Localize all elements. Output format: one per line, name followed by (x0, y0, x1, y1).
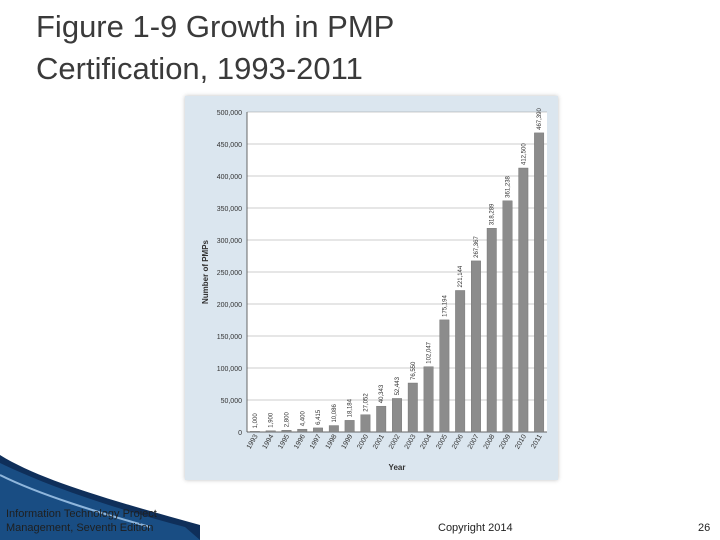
x-tick-label: 1997 (309, 433, 323, 450)
x-tick-label: 2004 (419, 433, 433, 450)
bar-data-label: 18,184 (348, 398, 354, 417)
y-tick-label: 450,000 (217, 142, 242, 149)
bar-data-label: 10,086 (332, 404, 338, 423)
bar-data-label: 102,047 (427, 341, 433, 363)
x-tick-label: 2002 (388, 433, 402, 450)
bar (534, 132, 545, 433)
bar-data-label: 412,500 (521, 143, 527, 165)
bar (518, 167, 529, 433)
x-tick-label: 1998 (325, 433, 339, 450)
bar-data-label: 40,343 (379, 384, 385, 403)
bar (297, 428, 308, 433)
bar-data-label: 1,000 (253, 413, 259, 429)
bar-data-label: 467,390 (537, 108, 543, 130)
x-tick-label: 2001 (372, 433, 386, 450)
x-tick-label: 2008 (483, 433, 497, 450)
bar (392, 398, 402, 433)
y-tick-label: 0 (238, 430, 242, 437)
x-tick-label: 2006 (451, 433, 465, 450)
bar-data-label: 76,550 (411, 361, 417, 380)
y-tick-label: 250,000 (217, 270, 242, 277)
bar (344, 420, 355, 433)
bar-data-label: 2,800 (284, 412, 290, 428)
x-tick-label: 2009 (498, 433, 512, 450)
bar (360, 414, 371, 433)
bar-data-label: 267,367 (474, 236, 480, 258)
y-tick-label: 200,000 (217, 302, 242, 309)
bar-data-label: 221,144 (458, 265, 464, 287)
bar (328, 425, 339, 433)
y-axis-title: Number of PMPs (201, 239, 210, 304)
y-tick-label: 50,000 (221, 398, 243, 405)
bar-data-label: 52,443 (395, 376, 401, 395)
footer-course-title: Information Technology Project Managemen… (6, 508, 157, 534)
slide-title: Figure 1-9 Growth in PMP Certification, … (36, 9, 395, 86)
bar-data-label: 318,289 (490, 203, 496, 225)
y-tick-label: 100,000 (217, 366, 242, 373)
bar (313, 427, 323, 433)
bar-data-label: 4,400 (300, 411, 306, 427)
bar-data-label: 175,194 (442, 295, 448, 317)
x-tick-label: 1999 (341, 433, 355, 450)
x-tick-label: 2003 (404, 433, 418, 450)
bar (502, 200, 513, 433)
bar (423, 366, 434, 433)
x-axis-title: Year (389, 463, 406, 472)
bar (455, 290, 466, 433)
x-tick-label: 2011 (530, 433, 544, 450)
bar (471, 260, 481, 433)
x-tick-label: 2000 (356, 433, 370, 450)
bar (265, 430, 276, 433)
y-tick-label: 400,000 (217, 174, 242, 181)
y-tick-label: 300,000 (217, 238, 242, 245)
x-tick-label: 1993 (246, 433, 260, 450)
bar (249, 431, 260, 433)
bar (281, 430, 292, 433)
x-tick-label: 2005 (435, 433, 449, 450)
bar-data-label: 1,900 (269, 412, 275, 428)
x-tick-label: 1995 (277, 433, 291, 450)
bar-data-label: 361,238 (506, 175, 512, 197)
bar (407, 382, 418, 433)
y-tick-label: 350,000 (217, 206, 242, 213)
x-tick-label: 2007 (467, 433, 481, 450)
bar (439, 319, 450, 433)
bar-data-label: 27,052 (363, 393, 369, 412)
y-tick-label: 500,000 (217, 110, 242, 117)
growth-bar-chart: 0 50,000 100,000 150,000 200,000 250,000 300,0… (201, 108, 547, 472)
x-tick-label: 2010 (514, 433, 528, 450)
y-tick-label: 150,000 (217, 334, 242, 341)
bar (486, 228, 497, 433)
bar (376, 405, 387, 433)
page-number: 26 (698, 522, 711, 534)
footer-copyright: Copyright 2014 (438, 522, 513, 534)
chart-panel: 0 50,000 100,000 150,000 200,000 250,000 300,0… (185, 96, 558, 480)
x-tick-label: 1994 (262, 433, 276, 450)
x-tick-label: 1996 (293, 433, 307, 450)
bar-data-label: 6,415 (316, 409, 322, 425)
corner-swoosh-decoration (0, 455, 200, 540)
